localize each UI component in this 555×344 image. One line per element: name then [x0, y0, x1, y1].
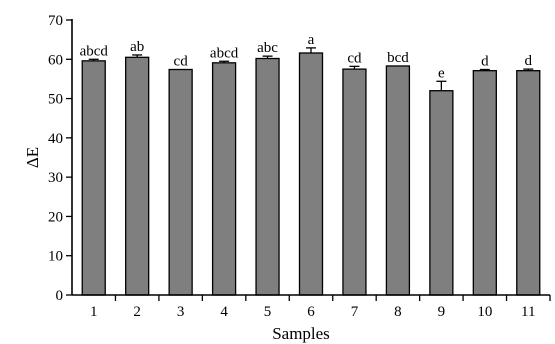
- x-tick-label: 7: [351, 304, 359, 320]
- significance-label: cd: [174, 54, 189, 70]
- bar: [298, 52, 324, 296]
- y-tick-label: 10: [48, 249, 63, 265]
- x-axis-ticks: 1 2 3 4 5 6 7 8 9 10 11: [90, 295, 551, 320]
- bar: [211, 62, 237, 296]
- bar: [342, 68, 367, 296]
- x-axis-title: Samples: [272, 324, 330, 343]
- bar: [429, 90, 454, 296]
- x-tick-label: 1: [90, 304, 98, 320]
- bar: [168, 68, 193, 296]
- significance-label: abc: [257, 40, 278, 56]
- y-tick-label: 50: [48, 92, 63, 108]
- y-axis-ticks: 0 10 20 30 40 50 60 70: [48, 13, 72, 304]
- x-tick-label: 10: [477, 304, 492, 320]
- significance-label: cd: [347, 50, 362, 66]
- y-tick-label: 60: [48, 52, 63, 68]
- x-tick-label: 8: [394, 304, 402, 320]
- bar: [472, 70, 497, 296]
- y-tick-label: 40: [48, 131, 63, 147]
- x-tick-label: 5: [264, 304, 272, 320]
- x-tick-label: 6: [307, 304, 315, 320]
- bar: [385, 65, 411, 296]
- significance-label: bcd: [387, 50, 409, 66]
- significance-label: d: [481, 54, 489, 70]
- y-tick-label: 30: [48, 170, 63, 186]
- y-axis-title: ΔE: [23, 147, 42, 168]
- bar: [81, 60, 106, 296]
- x-tick-label: 9: [438, 304, 446, 320]
- significance-label: abcd: [210, 45, 239, 61]
- significance-label: abcd: [80, 43, 109, 59]
- significance-label: e: [438, 65, 445, 81]
- bar: [255, 57, 280, 296]
- x-tick-label: 3: [177, 304, 185, 320]
- bar: [125, 56, 150, 296]
- y-tick-label: 20: [48, 209, 63, 225]
- x-tick-label: 2: [133, 304, 141, 320]
- significance-label: d: [525, 53, 533, 69]
- x-tick-label: 4: [220, 304, 228, 320]
- significance-label: ab: [130, 39, 144, 55]
- bar: [516, 70, 541, 296]
- y-tick-label: 0: [56, 288, 64, 304]
- x-tick-label: 11: [521, 304, 535, 320]
- y-tick-label: 70: [48, 13, 63, 29]
- significance-label: a: [308, 32, 315, 48]
